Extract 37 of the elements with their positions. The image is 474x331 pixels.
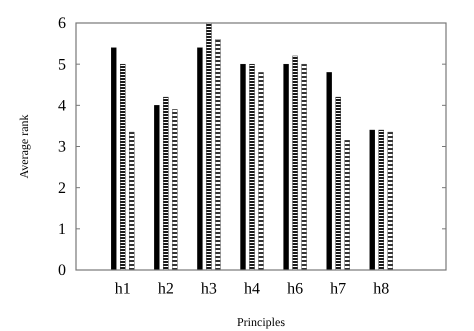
bar [301, 64, 307, 270]
y-tick-label: 5 [58, 56, 66, 74]
x-tick-label: h4 [244, 280, 260, 298]
bar [240, 64, 246, 270]
bar [172, 109, 178, 270]
bar [206, 22, 212, 270]
bar [197, 48, 203, 270]
y-tick-label: 1 [58, 220, 66, 238]
bar [370, 130, 375, 270]
bar [326, 72, 332, 270]
x-tick-label: h7 [330, 280, 346, 298]
y-tick-label: 0 [58, 262, 66, 280]
y-axis-title: Average rank [17, 114, 31, 179]
x-tick-label: h2 [158, 280, 174, 298]
bar [120, 64, 126, 270]
x-tick-label: h1 [114, 280, 131, 298]
bar [378, 130, 384, 270]
x-tick-label: h8 [373, 280, 390, 298]
bar [154, 105, 160, 270]
y-tick-label: 3 [58, 138, 66, 156]
x-tick-label: h6 [287, 280, 304, 298]
y-tick-label: 4 [58, 97, 66, 114]
bar [249, 64, 255, 270]
bar [163, 96, 169, 270]
y-tick-label: 6 [58, 15, 66, 32]
bar [215, 39, 221, 270]
bar [129, 132, 134, 270]
bar [292, 56, 298, 270]
y-tick-label: 2 [58, 180, 66, 197]
bar [344, 140, 350, 270]
bar [388, 132, 393, 270]
x-tick-label: h3 [200, 280, 217, 298]
x-axis-title: Principles [237, 315, 286, 329]
bar [111, 48, 116, 270]
bar [258, 72, 264, 270]
bar [335, 96, 341, 270]
bar [283, 64, 289, 270]
